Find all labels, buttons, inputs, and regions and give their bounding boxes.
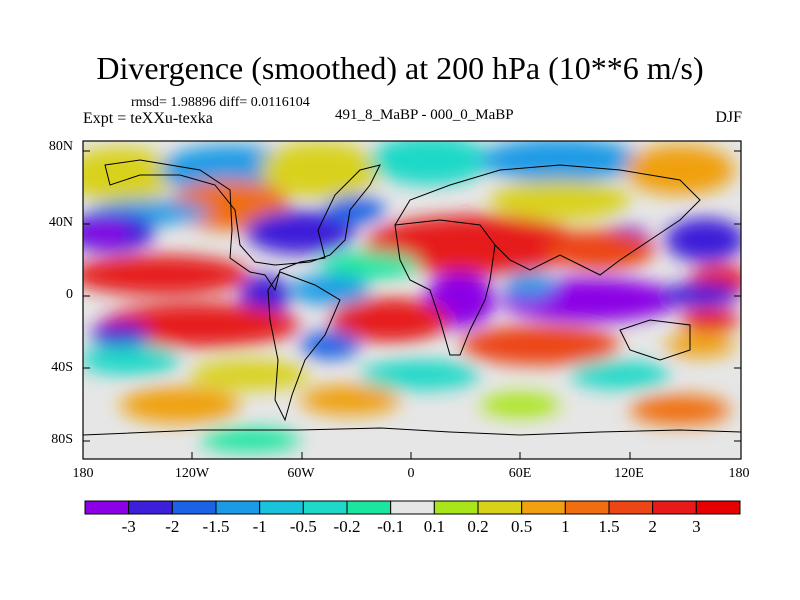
lon-label-120e: 120E: [614, 466, 644, 481]
coastlines: [83, 159, 741, 436]
colorbar-swatch: [695, 500, 741, 515]
colorbar-swatch: [128, 500, 173, 515]
lon-label-60e: 60E: [508, 466, 532, 481]
lon-label-120w: 120W: [174, 466, 210, 481]
colorbar-label: -2: [165, 517, 180, 536]
colorbar-swatch: [259, 500, 304, 515]
colorbar-label: 1.5: [598, 517, 620, 536]
lon-label-0: 0: [407, 466, 415, 481]
axis-ticks: [83, 150, 741, 459]
map-frame: [82, 140, 742, 460]
lat-label-40s: 40S: [51, 360, 73, 375]
lat-label-0: 0: [66, 287, 73, 302]
lat-label-80n: 80N: [48, 139, 73, 154]
colorbar-label: 0.2: [467, 517, 489, 536]
colorbar-swatch: [652, 500, 697, 515]
colorbar-label: 1: [561, 517, 570, 536]
lon-label-180w: 180: [72, 466, 94, 481]
colorbar-swatch: [390, 500, 435, 515]
colorbar: [84, 500, 741, 515]
lat-label-40n: 40N: [48, 215, 73, 230]
colorbar-swatch: [84, 500, 130, 515]
colorbar-swatch: [215, 500, 261, 515]
colorbar-swatch: [564, 500, 610, 515]
stats-text: rmsd= 1.98896 diff= 0.0116104: [131, 95, 310, 110]
colorbar-label: -0.5: [289, 517, 317, 536]
experiment-label: Expt = teXXu-texka: [83, 110, 213, 127]
divergence-field: [83, 141, 741, 459]
colorbar-swatch: [346, 500, 392, 515]
colorbar-swatch: [477, 500, 523, 515]
comparison-label: 491_8_MaBP - 000_0_MaBP: [335, 107, 514, 123]
colorbar-label: -3: [121, 517, 136, 536]
colorbar-label: -0.2: [333, 517, 361, 536]
plot-title: Divergence (smoothed) at 200 hPa (10**6 …: [96, 50, 704, 86]
season-label: DJF: [715, 109, 742, 126]
colorbar-swatch: [433, 500, 479, 515]
colorbar-label: -1: [252, 517, 267, 536]
lon-label-60w: 60W: [287, 466, 315, 481]
lon-label-180e: 180: [728, 466, 750, 481]
colorbar-swatch: [521, 500, 566, 515]
colorbar-label: 0.5: [511, 517, 533, 536]
colorbar-label: -1.5: [202, 517, 230, 536]
colorbar-label: 2: [648, 517, 657, 536]
lat-label-80s: 80S: [51, 432, 73, 447]
colorbar-label: -0.1: [377, 517, 405, 536]
colorbar-swatch: [302, 500, 348, 515]
colorbar-label: 3: [692, 517, 701, 536]
colorbar-swatch: [171, 500, 217, 515]
colorbar-label: 0.1: [423, 517, 445, 536]
colorbar-swatch: [608, 500, 654, 515]
